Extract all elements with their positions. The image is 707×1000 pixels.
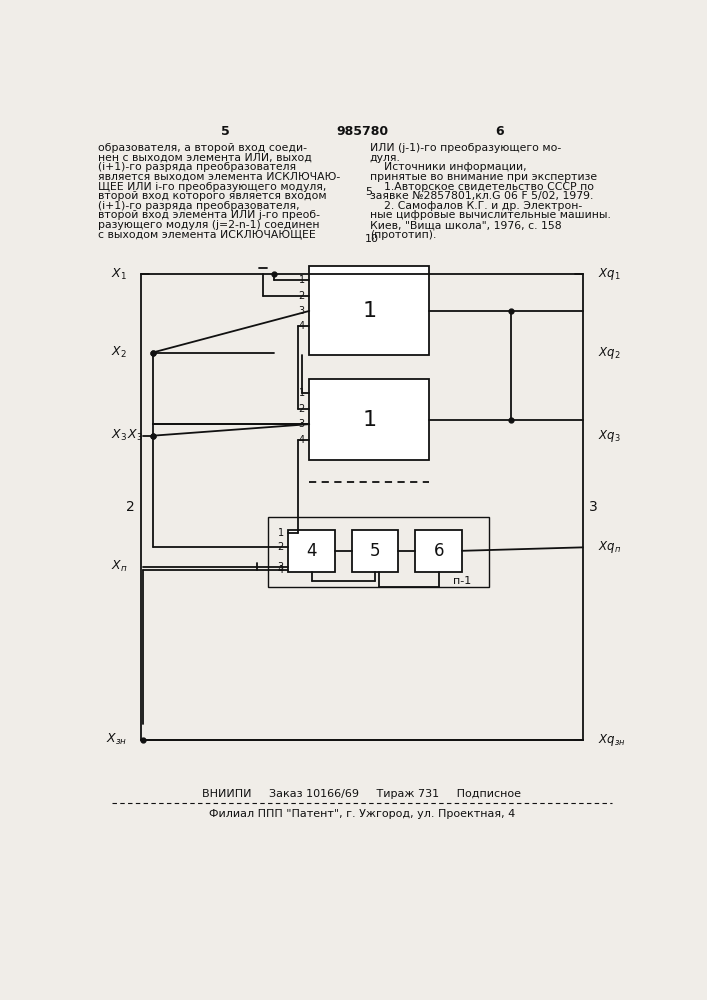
Text: второй вход которого является входом: второй вход которого является входом [98, 191, 327, 201]
Text: 2. Самофалов К.Г. и др. Электрон-: 2. Самофалов К.Г. и др. Электрон- [370, 201, 582, 211]
Text: разующего модуля (j=2-n-1) соединен: разующего модуля (j=2-n-1) соединен [98, 220, 319, 230]
Text: принятые во внимание при экспертизе: принятые во внимание при экспертизе [370, 172, 597, 182]
Text: 3: 3 [590, 500, 598, 514]
Text: (прототип).: (прототип). [370, 230, 436, 240]
Bar [288, 530, 335, 572]
Text: 5: 5 [221, 125, 230, 138]
Text: $Xq_{зн}$: $Xq_{зн}$ [598, 732, 626, 748]
Text: заявке №2857801,кл.G 06 F 5/02, 1979.: заявке №2857801,кл.G 06 F 5/02, 1979. [370, 191, 593, 201]
Text: 1: 1 [298, 275, 305, 285]
Text: 2: 2 [277, 542, 284, 552]
Text: ные цифровые вычислительные машины.: ные цифровые вычислительные машины. [370, 210, 611, 220]
Text: 5: 5 [365, 187, 372, 197]
Text: 985780: 985780 [336, 125, 388, 138]
Text: образователя, а второй вход соеди-: образователя, а второй вход соеди- [98, 143, 307, 153]
Text: 3: 3 [298, 306, 305, 316]
Text: Киев, "Вища школа", 1976, с. 158: Киев, "Вища школа", 1976, с. 158 [370, 220, 561, 230]
Text: $Xq_1$: $Xq_1$ [598, 266, 621, 282]
Text: 4: 4 [298, 435, 305, 445]
Text: второй вход элемента ИЛИ j-го преоб-: второй вход элемента ИЛИ j-го преоб- [98, 210, 320, 220]
Text: ИЛИ (j-1)-го преобразующего мо-: ИЛИ (j-1)-го преобразующего мо- [370, 143, 561, 153]
Text: 1: 1 [278, 528, 284, 538]
Bar [309, 266, 429, 355]
Bar [416, 530, 462, 572]
Text: с выходом элемента ИСКЛЮЧАЮЩЕЕ: с выходом элемента ИСКЛЮЧАЮЩЕЕ [98, 230, 315, 240]
Text: нен с выходом элемента ИЛИ, выход: нен с выходом элемента ИЛИ, выход [98, 153, 312, 163]
Text: 1: 1 [298, 388, 305, 398]
Text: 2: 2 [298, 404, 305, 414]
Text: $X_2$: $X_2$ [112, 345, 127, 360]
Text: ВНИИПИ     Заказ 10166/69     Тираж 731     Подписное: ВНИИПИ Заказ 10166/69 Тираж 731 Подписно… [202, 789, 522, 799]
Text: является выходом элемента ИСКЛЮЧАЮ-: является выходом элемента ИСКЛЮЧАЮ- [98, 172, 340, 182]
Text: 5: 5 [370, 542, 380, 560]
Text: Филиал ППП "Патент", г. Ужгород, ул. Проектная, 4: Филиал ППП "Патент", г. Ужгород, ул. Про… [209, 809, 515, 819]
Text: $Xq_п$: $Xq_п$ [598, 539, 621, 555]
Text: 3: 3 [278, 562, 284, 572]
Text: 6: 6 [433, 542, 444, 560]
Text: 1: 1 [362, 410, 376, 430]
Text: 3: 3 [298, 419, 305, 429]
Text: 6: 6 [495, 125, 503, 138]
Text: 2: 2 [126, 500, 134, 514]
Text: $Xq_3$: $Xq_3$ [598, 428, 621, 444]
Text: (i+1)-го разряда преобразователя,: (i+1)-го разряда преобразователя, [98, 201, 299, 211]
Text: $X_{зн}$: $X_{зн}$ [106, 732, 127, 747]
Bar [309, 379, 429, 460]
Text: 2: 2 [298, 291, 305, 301]
Bar [268, 517, 489, 587]
Text: 4: 4 [306, 542, 317, 560]
Text: 10: 10 [365, 234, 379, 244]
Text: 1: 1 [362, 301, 376, 321]
Text: ЩЕЕ ИЛИ i-го преобразующего модуля,: ЩЕЕ ИЛИ i-го преобразующего модуля, [98, 182, 326, 192]
Text: (i+1)-го разряда преобразователя: (i+1)-го разряда преобразователя [98, 162, 296, 172]
Text: п-1: п-1 [452, 576, 471, 586]
Text: $X_3$: $X_3$ [127, 428, 143, 443]
Text: дуля.: дуля. [370, 153, 401, 163]
Text: Источники информации,: Источники информации, [370, 162, 526, 172]
Text: $Xq_2$: $Xq_2$ [598, 345, 621, 361]
Text: 4: 4 [298, 321, 305, 331]
Text: 1.Авторское свидетельство СССР по: 1.Авторское свидетельство СССР по [370, 182, 594, 192]
Bar [352, 530, 398, 572]
Text: $X_п$: $X_п$ [110, 559, 127, 574]
Text: $X_1$: $X_1$ [111, 266, 127, 282]
Text: $X_3$: $X_3$ [111, 428, 127, 443]
Text: 4: 4 [278, 565, 284, 575]
